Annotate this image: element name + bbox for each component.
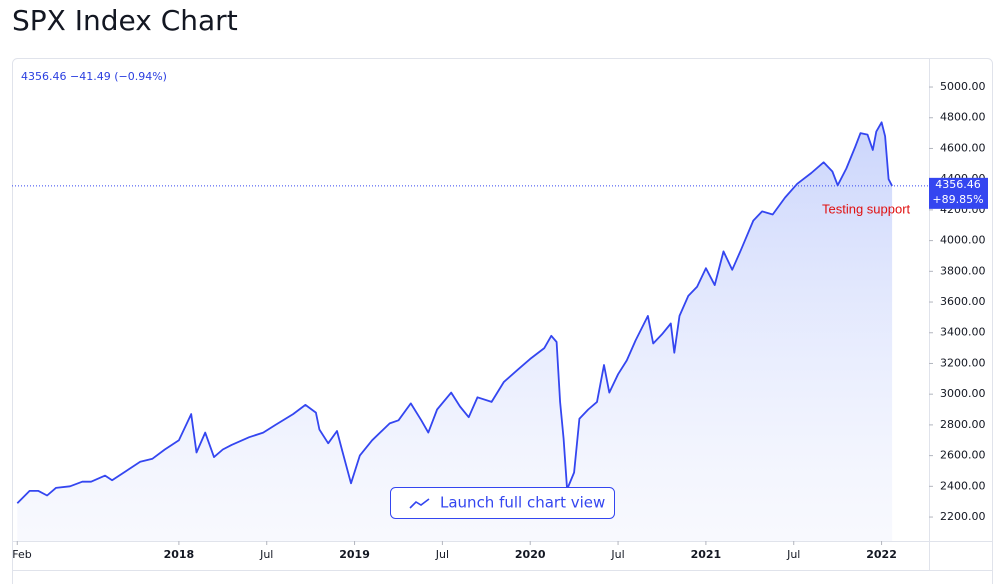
button-label[interactable]: Launch full chart view — [440, 494, 605, 512]
y-tick-label: 2600.00 — [940, 449, 986, 462]
price-line — [16, 121, 893, 504]
y-tick-label: 3800.00 — [940, 264, 986, 277]
y-tick-label: 3600.00 — [940, 295, 986, 308]
page-title: SPX Index Chart — [12, 4, 238, 37]
x-tick-label: Feb — [12, 548, 31, 561]
price-tag — [929, 177, 988, 209]
x-tick-label: 2020 — [515, 548, 546, 561]
x-tick-label: Jul — [435, 548, 449, 561]
y-tick-label: 3000.00 — [940, 387, 986, 400]
x-tick-label: Jul — [786, 548, 800, 561]
y-tick-label: 3400.00 — [940, 326, 986, 339]
area — [17, 122, 893, 542]
x-tick-label: 2019 — [339, 548, 370, 561]
y-tick-label: 3200.00 — [940, 356, 986, 369]
chart-frame — [12, 58, 993, 584]
button-icon — [409, 498, 430, 509]
y-tick-label: 4000.00 — [940, 234, 986, 247]
x-tick-label: Jul — [610, 548, 624, 561]
launch-button[interactable]: Launch full chart view — [390, 487, 615, 519]
x-tick-label: 2022 — [866, 548, 897, 561]
y-tick-label: 5000.00 — [940, 80, 986, 93]
price-tag-value: 4356.46 — [935, 178, 981, 191]
button-box[interactable] — [390, 487, 615, 519]
x-tick-label: 2018 — [164, 548, 195, 561]
quote: 4356.46 −41.49 (−0.94%) — [21, 70, 167, 83]
y-tick-label: 2400.00 — [940, 479, 986, 492]
y-tick-label: 2800.00 — [940, 418, 986, 431]
annotation: Testing support — [822, 201, 911, 216]
y-tick-label: 4800.00 — [940, 111, 986, 124]
y-tick-label: 4600.00 — [940, 141, 986, 154]
y-tick-label: 2200.00 — [940, 510, 986, 523]
price-tag-change: +89.85% — [932, 193, 983, 206]
x-tick-label: Jul — [259, 548, 273, 561]
x-tick-label: 2021 — [691, 548, 722, 561]
